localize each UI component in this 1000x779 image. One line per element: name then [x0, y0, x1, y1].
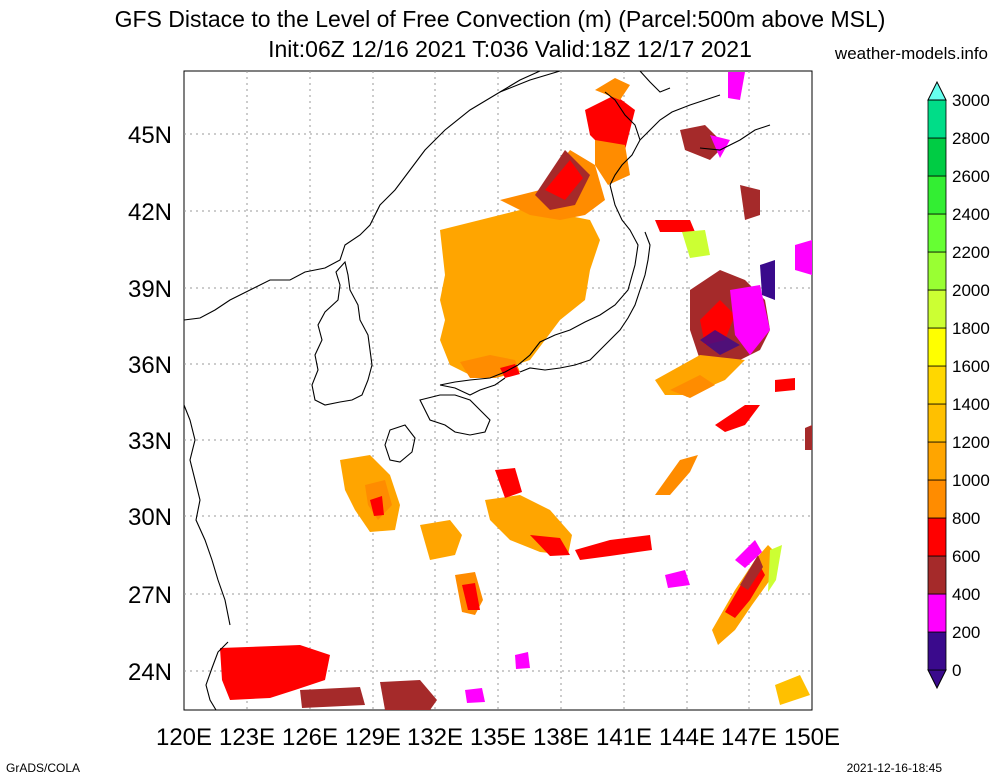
colorbar-label: 2000: [952, 281, 990, 300]
lon-label: 123E: [219, 724, 275, 751]
colorbar-label: 1000: [952, 471, 990, 490]
colorbar: 0 200 400 600 800 1000 1200 1400 1600 1800 2000 220…: [927, 80, 990, 690]
software-credit: GrADS/COLA: [6, 761, 81, 775]
colorbar-swatch: [927, 213, 947, 253]
colorbar-swatch: [927, 289, 947, 329]
colorbar-label: 1800: [952, 319, 990, 338]
lon-label: 138E: [533, 724, 589, 751]
lon-label: 132E: [407, 724, 463, 751]
lat-label: 27N: [128, 582, 172, 609]
colorbar-label: 800: [952, 509, 980, 528]
colorbar-swatch: [927, 251, 947, 291]
lon-label: 147E: [721, 724, 777, 751]
map-subtitle: Init:06Z 12/16 2021 T:036 Valid:18Z 12/1…: [268, 36, 752, 62]
colorbar-swatch: [927, 99, 947, 139]
colorbar-label: 600: [952, 547, 980, 566]
lon-label: 141E: [596, 724, 652, 751]
colorbar-swatch: [927, 327, 947, 367]
colorbar-swatch: [927, 365, 947, 405]
colorbar-label: 1400: [952, 395, 990, 414]
colorbar-max-arrow: [927, 80, 947, 101]
colorbar-swatch: [927, 441, 947, 481]
colorbar-swatch: [927, 555, 947, 595]
colorbar-label: 2400: [952, 205, 990, 224]
timestamp: 2021-12-16-18:45: [846, 761, 942, 775]
lat-label: 24N: [128, 659, 172, 686]
colorbar-swatch: [927, 403, 947, 443]
lat-label: 36N: [128, 352, 172, 379]
colorbar-label: 1200: [952, 433, 990, 452]
colorbar-swatch: [927, 631, 947, 671]
lon-label: 126E: [282, 724, 338, 751]
colorbar-min-arrow: [927, 669, 947, 690]
lon-label: 129E: [345, 724, 401, 751]
colorbar-label: 2800: [952, 129, 990, 148]
lfc-shading: [220, 72, 812, 710]
colorbar-label: 400: [952, 585, 980, 604]
longitude-labels: 120E 123E 126E 129E 132E 135E 138E 141E …: [156, 724, 840, 751]
lat-label: 39N: [128, 276, 172, 303]
colorbar-swatch: [927, 593, 947, 633]
colorbar-label: 1600: [952, 357, 990, 376]
coastlines: [183, 70, 771, 711]
colorbar-swatch: [927, 137, 947, 177]
lon-label: 150E: [784, 724, 840, 751]
colorbar-label: 2600: [952, 167, 990, 186]
map-title: GFS Distace to the Level of Free Convect…: [114, 6, 886, 32]
latitude-labels: 45N 42N 39N 36N 33N 30N 27N 24N: [128, 122, 172, 686]
lon-label: 120E: [156, 724, 212, 751]
colorbar-label: 3000: [952, 91, 990, 110]
lat-label: 45N: [128, 122, 172, 149]
colorbar-label: 200: [952, 623, 980, 642]
colorbar-swatch: [927, 517, 947, 557]
colorbar-swatch: [927, 479, 947, 519]
source-credit: weather-models.info: [834, 44, 988, 63]
lon-label: 144E: [659, 724, 715, 751]
colorbar-label: 0: [952, 661, 961, 680]
lat-label: 33N: [128, 428, 172, 455]
colorbar-swatch: [927, 175, 947, 215]
lat-label: 30N: [128, 504, 172, 531]
lat-label: 42N: [128, 199, 172, 226]
colorbar-label: 2200: [952, 243, 990, 262]
lon-label: 135E: [470, 724, 526, 751]
